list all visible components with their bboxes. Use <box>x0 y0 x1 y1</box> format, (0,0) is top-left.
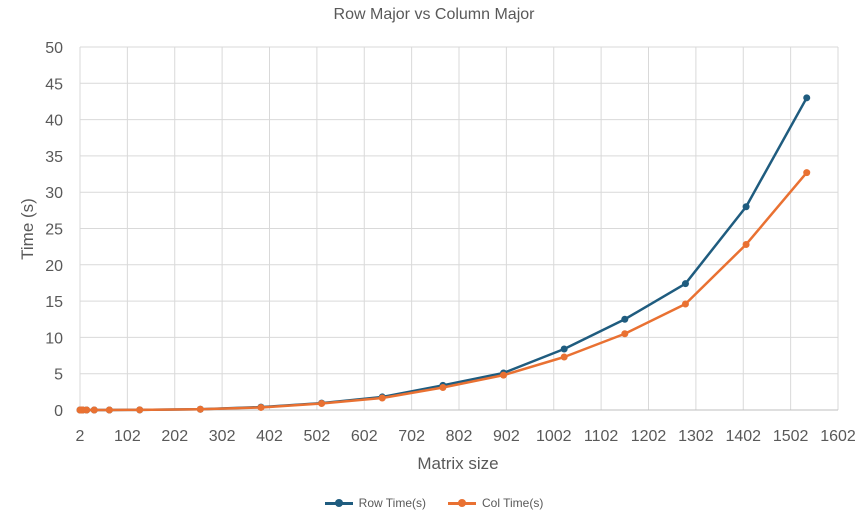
data-point-1[interactable] <box>105 406 113 414</box>
x-tick-label: 1502 <box>773 428 809 445</box>
y-tick-label: 5 <box>54 367 63 384</box>
data-point-1[interactable] <box>318 399 326 407</box>
data-point-1[interactable] <box>90 406 98 414</box>
data-point-0[interactable] <box>621 315 629 323</box>
y-tick-label: 20 <box>45 258 63 275</box>
x-tick-label: 302 <box>209 428 236 445</box>
x-tick-label: 802 <box>446 428 473 445</box>
x-tick-label: 902 <box>493 428 520 445</box>
x-tick-label: 502 <box>304 428 331 445</box>
legend-label-col: Col Time(s) <box>482 496 544 510</box>
data-point-1[interactable] <box>136 406 144 414</box>
x-tick-label: 602 <box>351 428 378 445</box>
x-tick-label: 2 <box>76 428 85 445</box>
data-point-1[interactable] <box>500 371 508 379</box>
series-line-1 <box>79 171 808 412</box>
data-point-1[interactable] <box>439 383 447 391</box>
data-point-0[interactable] <box>560 345 568 353</box>
x-tick-label: 402 <box>256 428 283 445</box>
y-tick-label: 35 <box>45 149 63 166</box>
x-tick-label: 1002 <box>536 428 572 445</box>
data-point-1[interactable] <box>83 406 91 414</box>
y-tick-label: 40 <box>45 113 63 130</box>
grid <box>79 46 839 411</box>
data-point-1[interactable] <box>196 405 204 413</box>
data-point-1[interactable] <box>560 353 568 361</box>
legend: Row Time(s) Col Time(s) <box>0 496 868 510</box>
legend-swatch-col <box>448 497 476 509</box>
x-tick-label: 1102 <box>584 428 619 445</box>
y-tick-label: 15 <box>45 294 63 311</box>
legend-item-row[interactable]: Row Time(s) <box>324 496 426 510</box>
x-tick-label: 102 <box>114 428 141 445</box>
series-layer <box>76 94 811 414</box>
y-tick-label: 0 <box>54 403 63 420</box>
data-point-1[interactable] <box>257 403 265 411</box>
data-point-1[interactable] <box>621 330 629 338</box>
x-tick-label: 702 <box>398 428 425 445</box>
legend-item-col[interactable]: Col Time(s) <box>448 496 543 510</box>
data-point-0[interactable] <box>803 94 811 102</box>
y-tick-label: 30 <box>45 185 63 202</box>
legend-swatch-row <box>324 497 353 509</box>
y-tick-label: 25 <box>45 222 63 239</box>
x-tick-label: 1402 <box>725 428 761 445</box>
x-tick-label: 1202 <box>631 428 667 445</box>
data-point-0[interactable] <box>742 203 750 211</box>
data-point-1[interactable] <box>742 240 750 248</box>
x-tick-label: 202 <box>161 428 188 445</box>
x-axis-label: Matrix size <box>417 454 498 473</box>
chart-title: Row Major vs Column Major <box>333 6 535 23</box>
y-tick-label: 10 <box>45 330 63 347</box>
data-point-1[interactable] <box>803 169 811 177</box>
series-line-0 <box>79 97 808 412</box>
y-tick-label: 50 <box>45 40 63 57</box>
data-point-1[interactable] <box>681 300 689 308</box>
x-tick-label: 1602 <box>820 428 856 445</box>
y-axis-label: Time (s) <box>18 198 37 260</box>
data-point-0[interactable] <box>681 280 689 288</box>
legend-label-row: Row Time(s) <box>358 496 426 510</box>
x-tick-label: 1302 <box>678 428 714 445</box>
y-tick-label: 45 <box>45 76 63 93</box>
data-point-1[interactable] <box>378 394 386 402</box>
